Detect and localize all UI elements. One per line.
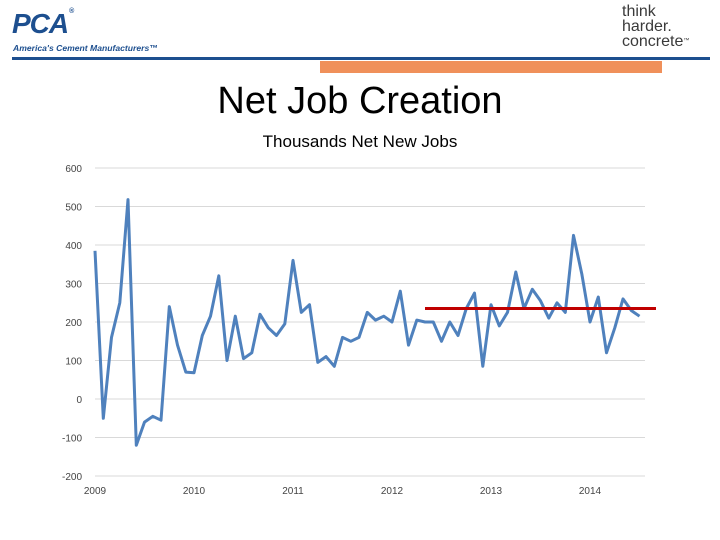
x-tick-label-2009: 2009 [84,486,107,497]
y-tick-label-0: 0 [76,395,82,406]
header-orange-bar [320,61,662,73]
x-tick-label-2014: 2014 [579,486,602,497]
y-tick-label-100: 100 [65,357,82,368]
chart-title: Net Job Creation [217,80,503,122]
x-tick-label-2011: 2011 [282,486,304,497]
chart-subtitle: Thousands Net New Jobs [262,132,458,151]
think-harder-concrete-logo: think harder. concrete™ [622,3,712,50]
y-tick-label--100: -100 [62,434,82,445]
logo-line-concrete: concrete™ [622,33,690,50]
pca-logo: PCA® America's Cement Manufacturers™ [12,8,182,56]
y-tick-label-300: 300 [65,280,82,291]
y-tick-label-500: 500 [65,203,82,214]
header-blue-rule [12,57,710,60]
pca-logo-mark: PCA® [12,8,74,39]
y-tick-label-400: 400 [65,241,82,252]
logo-line-harder: harder. [622,18,672,35]
x-tick-label-2010: 2010 [183,486,206,497]
y-tick-label-200: 200 [65,318,82,329]
y-tick-label--200: -200 [62,472,82,483]
pca-logo-tagline: America's Cement Manufacturers™ [13,43,158,53]
logo-line-think: think [622,3,656,20]
series-line-net-jobs [93,198,641,447]
x-tick-label-2013: 2013 [480,486,503,497]
x-tick-label-2012: 2012 [381,486,404,497]
y-tick-label-600: 600 [65,164,82,175]
